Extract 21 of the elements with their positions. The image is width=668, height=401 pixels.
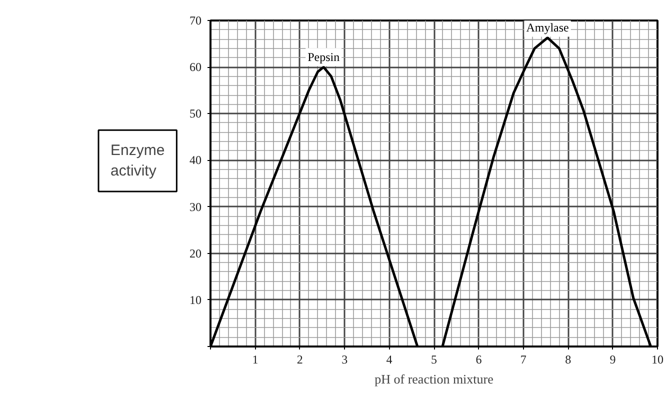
- y-tick-label: 10: [190, 292, 202, 307]
- x-tick-label: 1: [252, 352, 258, 366]
- x-tick-label: 9: [610, 352, 616, 366]
- x-tick-label: 4: [386, 352, 392, 366]
- x-tick-label: 3: [342, 352, 348, 366]
- series-label: Amylase: [526, 20, 569, 35]
- y-tick-label: 60: [190, 60, 202, 74]
- x-tick-label: 7: [520, 352, 526, 366]
- y-axis-title: Enzyme activity: [110, 142, 165, 180]
- x-tick-label: 5: [431, 352, 437, 366]
- y-tick-label: 30: [190, 200, 202, 214]
- x-tick-label: 8: [565, 352, 572, 366]
- y-tick-label: 70: [190, 14, 202, 28]
- x-tick-label: 6: [476, 352, 482, 366]
- x-tick-label: 2: [296, 352, 303, 366]
- y-tick-label: 20: [190, 246, 202, 260]
- x-tick-label: 10: [652, 352, 664, 366]
- x-axis-title: pH of reaction mixture: [374, 372, 494, 386]
- series-label: Pepsin: [308, 50, 340, 64]
- y-tick-label: 50: [190, 106, 202, 121]
- y-tick-label: 40: [190, 153, 202, 168]
